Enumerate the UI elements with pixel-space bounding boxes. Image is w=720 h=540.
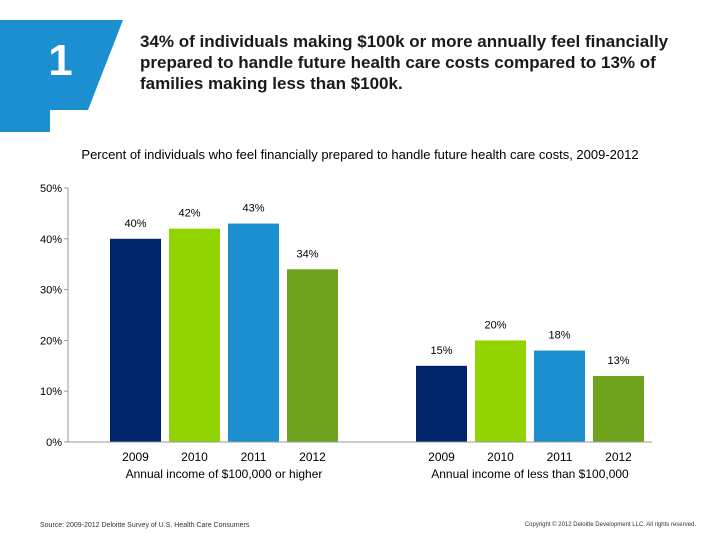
y-tick-label: 0% (46, 437, 62, 449)
badge-number: 1 (48, 36, 73, 85)
source-note: Source: 2009-2012 Deloitte Survey of U.S… (40, 522, 250, 529)
data-label: 15% (430, 345, 452, 357)
x-category-label: 2009 (428, 450, 455, 464)
bar (228, 223, 279, 442)
bar (169, 228, 220, 442)
data-label: 40% (124, 218, 146, 230)
y-tick-label: 30% (40, 285, 62, 297)
x-category-label: 2010 (181, 450, 208, 464)
headline: 34% of individuals making $100k or more … (140, 32, 669, 93)
bar (287, 269, 338, 442)
data-label: 18% (548, 330, 570, 342)
bar (534, 350, 585, 442)
bar (475, 340, 526, 442)
bar (593, 375, 644, 442)
x-category-label: 2011 (547, 450, 573, 464)
data-label: 20% (484, 319, 506, 331)
group-axis-label: Annual income of less than $100,000 (431, 467, 629, 481)
group-axis-label: Annual income of $100,000 or higher (126, 467, 323, 481)
copyright-note: Copyright © 2012 Deloitte Development LL… (524, 522, 696, 528)
y-tick-label: 50% (40, 183, 62, 195)
y-tick-label: 10% (40, 386, 62, 398)
number-badge (33, 20, 123, 110)
y-tick-label: 20% (40, 335, 62, 347)
x-category-label: 2011 (241, 450, 267, 464)
x-category-label: 2012 (605, 450, 632, 464)
data-label: 34% (296, 248, 318, 260)
chart-title: Percent of individuals who feel financia… (81, 147, 639, 162)
data-label: 13% (607, 355, 629, 367)
y-tick-label: 40% (40, 234, 62, 246)
data-label: 43% (242, 203, 264, 215)
data-label: 42% (178, 208, 200, 220)
x-category-label: 2009 (122, 450, 149, 464)
bar (416, 365, 467, 442)
x-category-label: 2010 (487, 450, 514, 464)
x-category-label: 2012 (299, 450, 326, 464)
badge-shape (33, 20, 123, 110)
bar (110, 238, 161, 442)
